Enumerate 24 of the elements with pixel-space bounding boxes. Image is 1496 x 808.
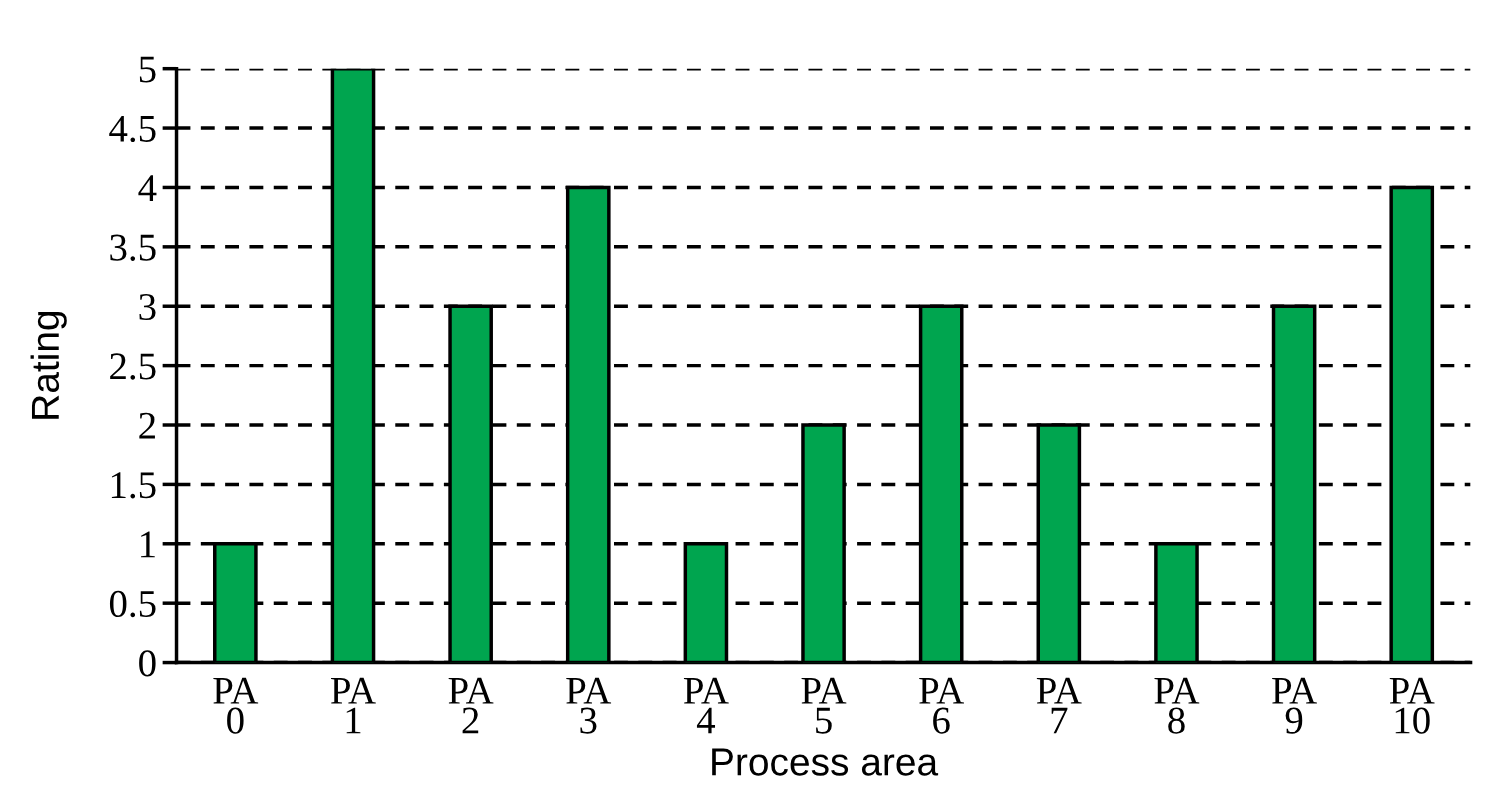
y-tick-label: 3.5 (110, 234, 156, 261)
x-tick-label: PA 7 (1036, 677, 1082, 734)
y-tick-label: 5 (139, 56, 156, 83)
x-tick-label: PA 10 (1389, 677, 1435, 734)
y-tick-label: 0 (139, 650, 156, 677)
x-tick-label: PA 8 (1154, 677, 1200, 734)
x-tick-label: PA 3 (566, 677, 612, 734)
y-tick-label: 2 (139, 412, 155, 439)
y-tick-label: 1 (141, 531, 155, 558)
x-tick-label: PA 0 (213, 677, 259, 734)
x-tick-label: PA 2 (448, 677, 494, 734)
x-tick-label: PA 9 (1272, 677, 1317, 734)
x-axis-title: Process area (712, 748, 939, 776)
x-tick-label: PA 1 (331, 677, 376, 734)
y-tick-label: 4.5 (109, 115, 156, 143)
y-tick-label: 2.5 (110, 353, 156, 380)
y-tick-label: 0.5 (109, 590, 156, 618)
x-tick-label: PA 6 (919, 677, 964, 734)
x-tick-label: PA 4 (683, 677, 729, 734)
y-tick-label: 4 (138, 175, 157, 201)
y-tick-label: 1.5 (111, 472, 156, 499)
y-tick-label: 3 (139, 293, 156, 321)
y-axis-title: Rating (30, 311, 67, 419)
x-tick-label: PA 5 (801, 677, 847, 734)
